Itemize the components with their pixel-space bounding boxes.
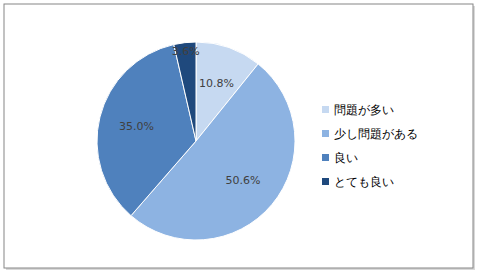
legend-swatch bbox=[322, 154, 329, 161]
legend-label: 良い bbox=[334, 151, 358, 165]
slices bbox=[97, 42, 295, 240]
legend-label: 問題が多い bbox=[334, 103, 394, 117]
legend-label: とても良い bbox=[334, 175, 394, 189]
frame bbox=[4, 4, 473, 268]
data-labels: 10.8% 50.6% 35.0% 3.6% bbox=[119, 45, 261, 188]
legend-swatch bbox=[322, 178, 329, 185]
data-label: 50.6% bbox=[226, 174, 261, 187]
legend-swatch bbox=[322, 130, 329, 137]
legend: 問題が多い少し問題がある良いとても良い bbox=[322, 103, 418, 189]
chart: 10.8% 50.6% 35.0% 3.6% 問題が多い少し問題がある良いとても良い bbox=[0, 0, 479, 274]
data-label: 10.8% bbox=[199, 77, 234, 90]
data-label: 3.6% bbox=[172, 45, 200, 58]
legend-swatch bbox=[322, 106, 329, 113]
data-label: 35.0% bbox=[119, 120, 154, 133]
legend-label: 少し問題がある bbox=[334, 127, 418, 141]
